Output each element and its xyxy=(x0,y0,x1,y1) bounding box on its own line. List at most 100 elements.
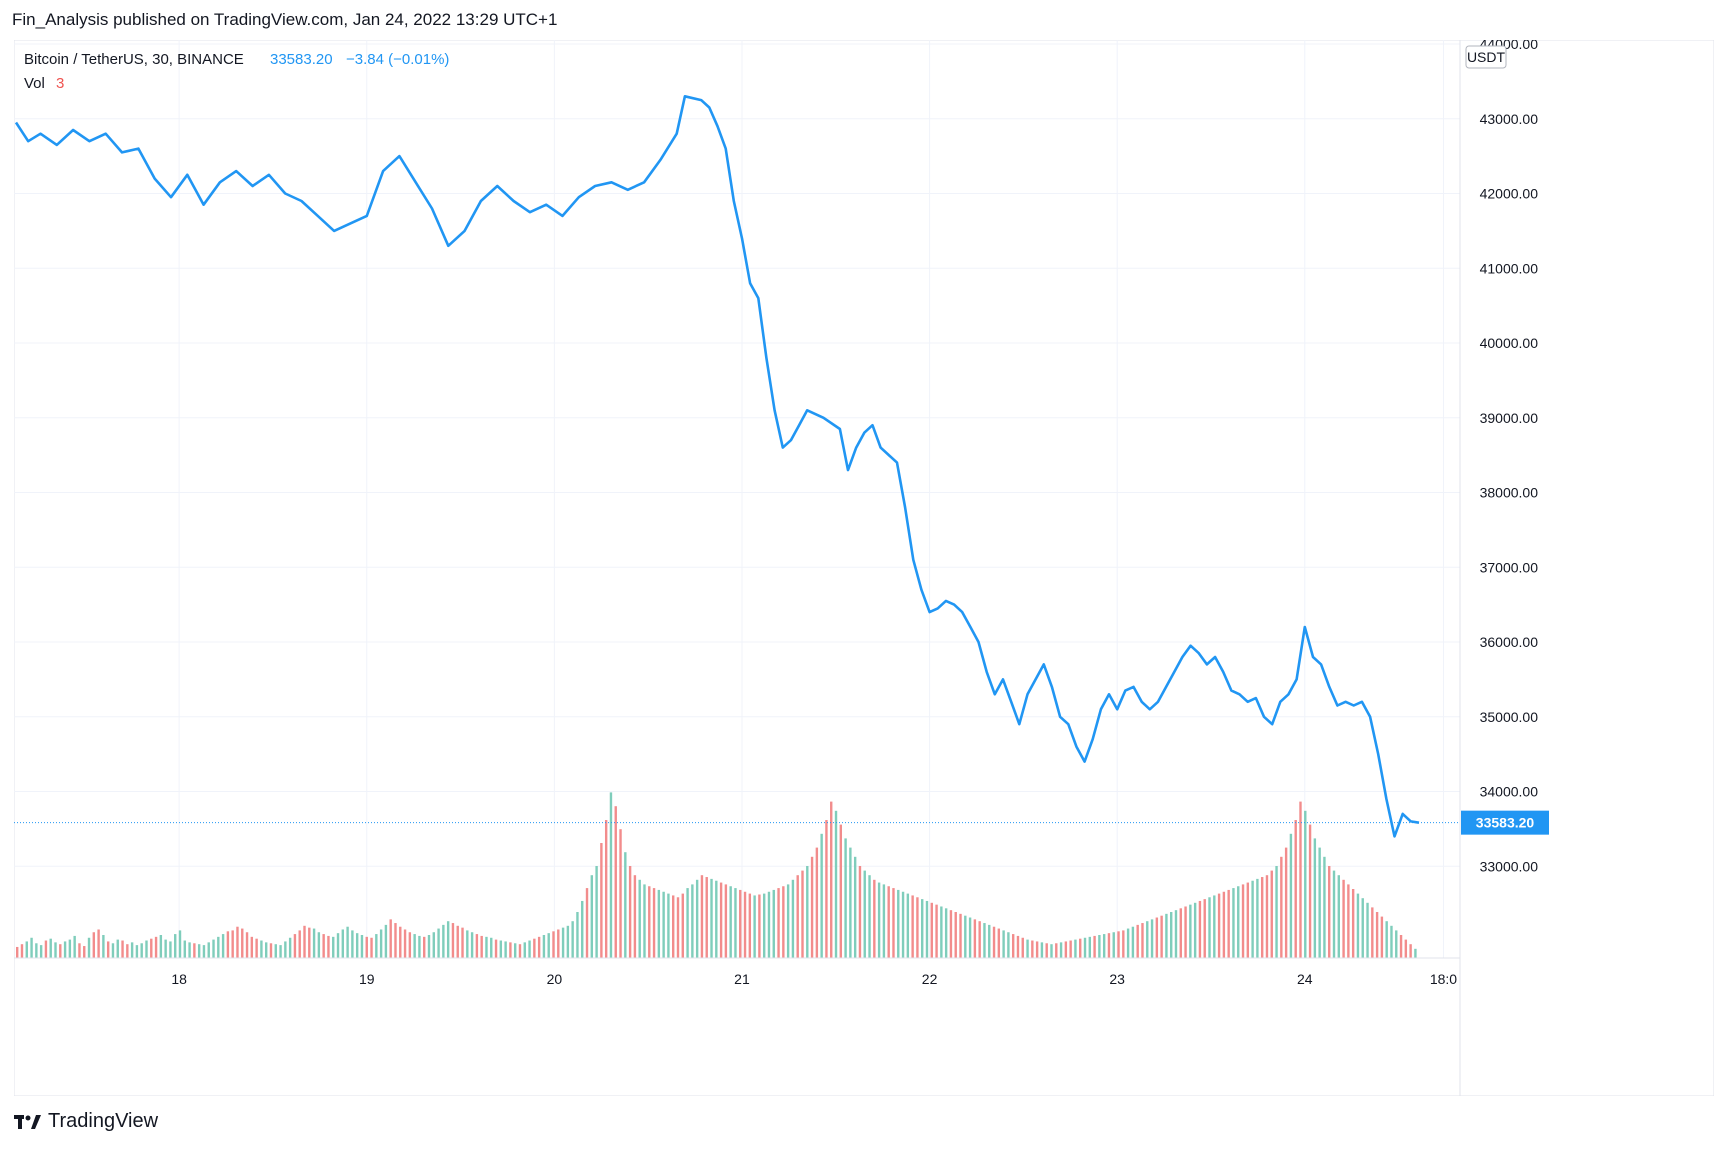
volume-bar xyxy=(1016,935,1020,958)
volume-bar xyxy=(1361,898,1364,958)
volume-bar xyxy=(92,932,96,958)
footer-brand[interactable]: TradingView xyxy=(14,1110,158,1133)
volume-bar xyxy=(494,939,498,958)
volume-bar xyxy=(504,941,507,958)
volume-bar xyxy=(973,919,977,958)
volume-bar xyxy=(140,943,143,958)
legend: Bitcoin / TetherUS, 30, BINANCE 33583.20… xyxy=(24,51,449,92)
chart-frame[interactable]: 33583.20 33000.00 34000.00 35000.00 36000.0… xyxy=(13,36,1715,1097)
volume-bar xyxy=(102,935,105,958)
currency-label: USDT xyxy=(1467,49,1506,65)
volume-bar xyxy=(394,923,397,958)
volume-bar xyxy=(250,936,254,958)
volume-bar xyxy=(456,925,459,958)
y-tick-label: 39000.00 xyxy=(1480,410,1539,426)
volume-bar xyxy=(1184,906,1187,958)
volume-bar xyxy=(83,946,86,958)
price-line-series xyxy=(14,95,1420,838)
currency-badge[interactable]: USDT xyxy=(1465,45,1507,69)
volume-bar xyxy=(648,886,651,958)
volume-bar xyxy=(959,913,962,958)
legend-vol-value: 3 xyxy=(56,75,64,92)
volume-bar xyxy=(1222,891,1226,958)
y-tick-label: 34000.00 xyxy=(1480,784,1539,800)
volume-bar xyxy=(676,897,680,958)
volume-bar xyxy=(346,926,349,958)
volume-bar xyxy=(260,940,263,958)
volume-bar xyxy=(1308,824,1312,958)
volume-bar xyxy=(413,934,416,958)
volume-bar xyxy=(633,875,637,958)
volume-bar xyxy=(533,938,536,958)
volume-bar xyxy=(1093,935,1096,958)
volume-bar xyxy=(470,932,474,958)
volume-bar xyxy=(997,928,1001,958)
volume-bar xyxy=(978,921,981,958)
volume-bar xyxy=(849,847,852,958)
volume-bar xyxy=(1174,910,1178,958)
volume-bar xyxy=(379,929,383,958)
volume-bar xyxy=(384,924,388,958)
volume-bar xyxy=(87,937,91,958)
volume-bar xyxy=(480,935,483,958)
volume-bar xyxy=(777,888,780,958)
volume-bar xyxy=(30,937,33,958)
volume-bar xyxy=(710,878,713,958)
volume-bar xyxy=(877,882,881,958)
price-chart[interactable]: 33583.20 33000.00 34000.00 35000.00 36000.0… xyxy=(13,36,1715,1097)
volume-bar xyxy=(743,891,747,958)
volume-bar xyxy=(193,943,196,958)
volume-bar xyxy=(44,940,48,958)
volume-bar xyxy=(116,939,119,958)
volume-bar xyxy=(609,792,613,958)
volume-bar xyxy=(691,884,694,958)
volume-bar xyxy=(1031,940,1034,958)
tradingview-logo-icon xyxy=(14,1114,41,1129)
volume-bar xyxy=(638,879,641,958)
volume-bar xyxy=(1074,939,1077,958)
volume-bar xyxy=(705,877,708,958)
volume-bar xyxy=(753,895,756,958)
volume-bar xyxy=(992,926,996,958)
volume-bar xyxy=(245,932,249,958)
volume-bar xyxy=(1126,928,1130,958)
volume-bar xyxy=(68,939,72,958)
volume-bar xyxy=(988,924,991,958)
volume-bar xyxy=(968,917,972,958)
legend-last: 33583.20 xyxy=(270,51,333,68)
volume-bar xyxy=(1203,899,1206,958)
volume-bar xyxy=(810,856,814,958)
x-tick-label: 20 xyxy=(547,971,563,987)
volume-bar xyxy=(303,925,306,958)
x-tick-label: 23 xyxy=(1109,971,1125,987)
volume-bar xyxy=(78,943,81,958)
volume-bar xyxy=(389,919,392,958)
volume-bar xyxy=(1409,944,1412,958)
volume-bar xyxy=(1371,907,1374,958)
volume-bar xyxy=(135,945,139,958)
volume-bar xyxy=(547,933,550,958)
y-tick-label: 42000.00 xyxy=(1480,186,1539,202)
volume-bar xyxy=(590,875,594,958)
volume-bar xyxy=(255,938,258,958)
volume-bar xyxy=(628,866,632,958)
volume-bar xyxy=(940,906,943,958)
volume-bar xyxy=(1150,919,1154,958)
volume-bar xyxy=(1165,913,1168,958)
volume-bar xyxy=(322,934,325,958)
volume-bar xyxy=(159,935,163,958)
volume-bar xyxy=(906,893,910,958)
volume-bar xyxy=(748,893,752,958)
volume-bar xyxy=(1045,943,1048,958)
volume-bar xyxy=(365,936,368,958)
volume-bar xyxy=(1055,943,1058,958)
volume-bar xyxy=(815,847,819,958)
volume-bar xyxy=(437,928,440,958)
volume-bar xyxy=(662,891,665,958)
volume-bar xyxy=(1002,930,1005,958)
volume-bar xyxy=(734,888,737,958)
y-axis: 33000.00 34000.00 35000.00 36000.00 37000.00… xyxy=(1480,36,1539,874)
volume-bar xyxy=(111,943,115,958)
volume-bar xyxy=(1102,934,1106,958)
volume-bar xyxy=(54,942,57,958)
